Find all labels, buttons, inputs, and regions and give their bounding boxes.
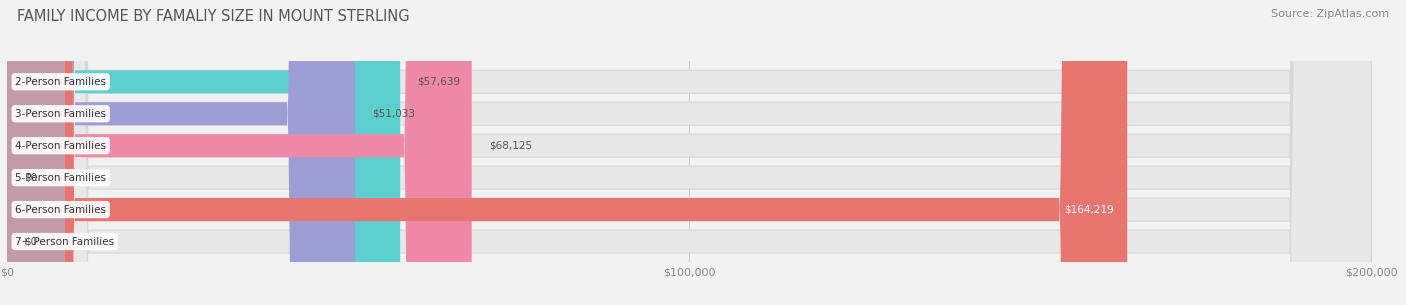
Text: 6-Person Families: 6-Person Families — [15, 205, 107, 215]
Text: 2-Person Families: 2-Person Families — [15, 77, 107, 87]
Text: $0: $0 — [24, 173, 37, 183]
FancyBboxPatch shape — [7, 0, 1371, 305]
FancyBboxPatch shape — [7, 0, 472, 305]
Text: $0: $0 — [24, 237, 37, 246]
FancyBboxPatch shape — [7, 0, 401, 305]
Text: $68,125: $68,125 — [489, 141, 531, 151]
Text: $51,033: $51,033 — [373, 109, 415, 119]
Text: 7+ Person Families: 7+ Person Families — [15, 237, 114, 246]
FancyBboxPatch shape — [7, 0, 356, 305]
FancyBboxPatch shape — [7, 0, 1371, 305]
FancyBboxPatch shape — [7, 0, 65, 305]
FancyBboxPatch shape — [7, 0, 65, 305]
Text: 3-Person Families: 3-Person Families — [15, 109, 107, 119]
Text: 4-Person Families: 4-Person Families — [15, 141, 107, 151]
Text: $57,639: $57,639 — [418, 77, 460, 87]
FancyBboxPatch shape — [7, 0, 1371, 305]
Text: 5-Person Families: 5-Person Families — [15, 173, 107, 183]
FancyBboxPatch shape — [7, 0, 1371, 305]
FancyBboxPatch shape — [7, 0, 1371, 305]
FancyBboxPatch shape — [7, 0, 1128, 305]
Text: $164,219: $164,219 — [1064, 205, 1114, 215]
Text: Source: ZipAtlas.com: Source: ZipAtlas.com — [1271, 9, 1389, 19]
FancyBboxPatch shape — [7, 0, 1371, 305]
Text: FAMILY INCOME BY FAMALIY SIZE IN MOUNT STERLING: FAMILY INCOME BY FAMALIY SIZE IN MOUNT S… — [17, 9, 409, 24]
